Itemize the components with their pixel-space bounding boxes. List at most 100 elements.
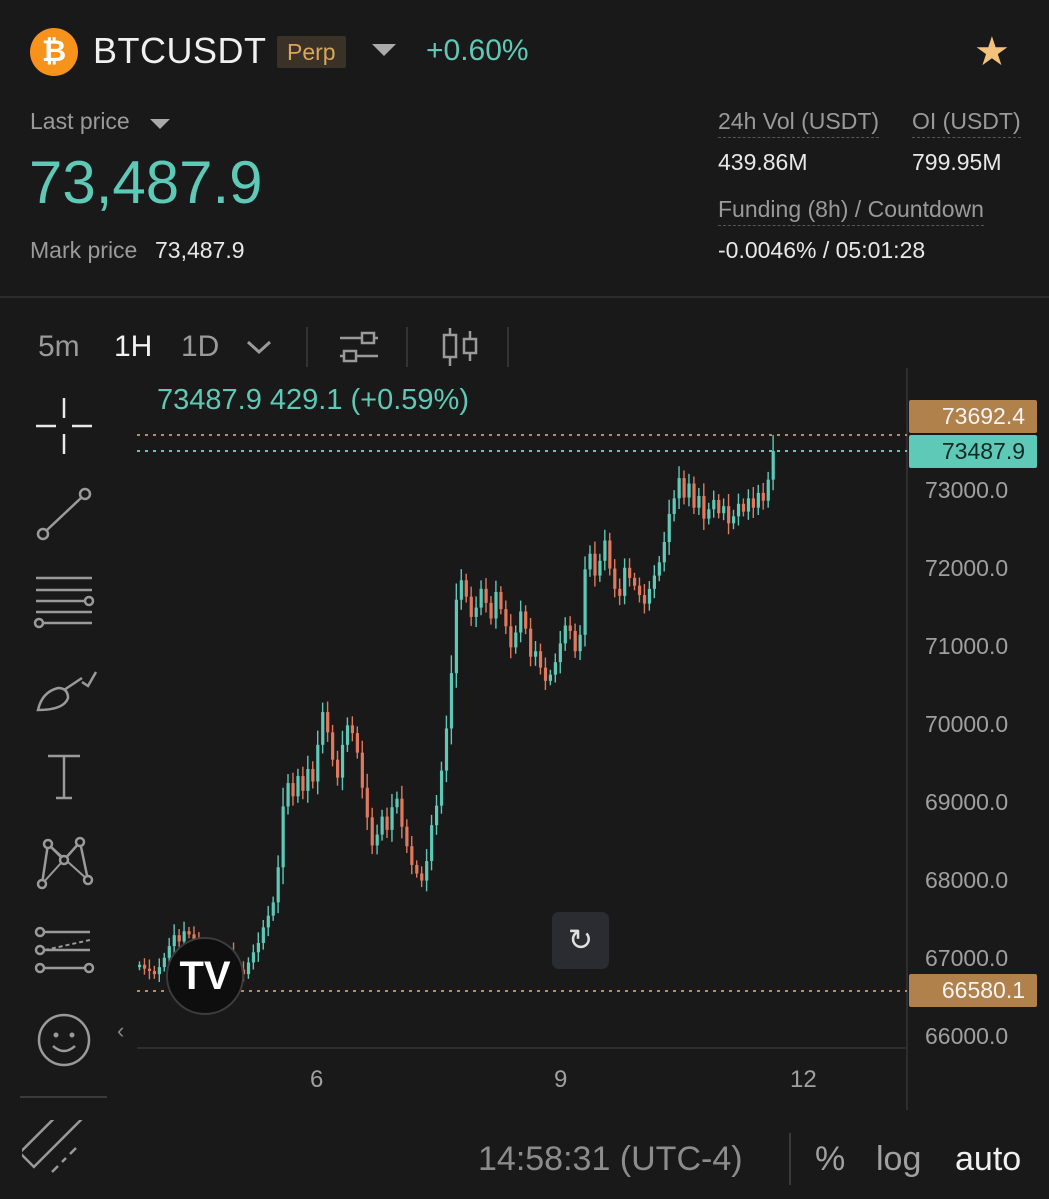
timeframe-1h[interactable]: 1H [114,330,153,363]
tools-divider [20,1096,107,1098]
y-tick: 67000.0 [925,945,1009,971]
candle-body [375,834,379,846]
candle-body [499,591,503,610]
candle-body [286,783,290,807]
candle-body [271,902,275,916]
indicators-icon[interactable] [336,330,382,364]
high-price-tag: 73692.4 [909,400,1037,433]
trend-line-icon[interactable] [28,482,100,546]
x-tick: 9 [554,1066,568,1093]
candle-body [652,575,656,589]
candle-body [256,942,260,953]
candle-body [623,567,627,596]
candle-body [771,450,775,480]
symbol-name[interactable]: BTCUSDT [93,30,267,71]
candle-body [410,846,414,865]
chevron-down-icon[interactable] [150,119,170,129]
y-tick: 73000.0 [925,477,1009,503]
last-price-label[interactable]: Last price [30,108,130,134]
candle-body [766,479,770,501]
candle-body [177,935,181,942]
mark-price-value: 73,487.9 [155,237,245,263]
timeframe-1d[interactable]: 1D [181,330,220,363]
candle-body [613,568,617,589]
candle-body [182,931,186,942]
candle-body [167,946,171,958]
collapse-tools-icon[interactable]: ‹ [117,1018,125,1043]
candle-body [296,776,300,797]
candle-body [717,499,721,514]
candle-body [459,580,463,600]
candle-body [395,798,399,808]
funding-label: Funding (8h) / Countdown [718,196,984,226]
candle-body [603,540,607,561]
candle-body [162,957,166,968]
emoji-icon[interactable] [28,1008,100,1072]
candles-group [138,434,775,982]
x-tick: 6 [310,1066,324,1093]
percent-scale-toggle[interactable]: % [815,1140,846,1178]
brush-icon[interactable] [28,658,100,722]
candle-body [732,516,736,524]
clock-timezone[interactable]: 14:58:31 (UTC-4) [478,1140,743,1178]
candle-body [291,783,295,797]
toolbar-separator [507,327,509,367]
candle-body [187,931,191,935]
y-tick: 68000.0 [925,867,1009,893]
candle-body [509,626,513,648]
pattern-icon[interactable] [28,832,100,896]
candle-body [266,915,270,928]
oi-value: 799.95M [912,149,1002,175]
candle-body [276,867,280,903]
y-tick: 69000.0 [925,789,1009,815]
toolbar-separator [306,327,308,367]
candle-body [464,580,468,597]
crosshair-icon[interactable] [28,394,100,458]
candle-body [484,588,488,603]
tradingview-logo: TV [166,937,244,1015]
candle-body [647,588,652,604]
ruler-icon[interactable] [22,1120,108,1195]
candle-body [444,728,449,771]
chevron-down-icon[interactable] [372,44,396,56]
candle-body [340,744,345,778]
low-price-tag: 66580.1 [909,974,1037,1007]
auto-scale-toggle[interactable]: auto [955,1140,1022,1178]
candle-body [514,632,518,648]
text-icon[interactable] [28,744,100,808]
divider [0,296,1049,298]
candle-body [608,540,612,569]
timeframe-5m[interactable]: 5m [38,330,80,363]
candle-body [637,585,642,596]
candle-body [454,599,458,674]
candle-body [430,825,434,862]
candle-body [702,496,706,519]
candle-body [736,503,741,517]
candles-icon[interactable] [440,325,480,369]
candle-body [657,562,661,576]
candle-body [370,817,374,846]
candle-body [380,816,384,835]
candle-body [390,807,394,830]
candle-body [524,611,528,629]
candle-body [489,602,493,619]
price-chart[interactable] [0,368,1049,1128]
candle-body [633,577,637,586]
star-icon[interactable]: ★ [974,30,1010,74]
candle-body [439,770,444,806]
candle-body [494,591,498,619]
candle-body [741,503,746,512]
y-tick: 66000.0 [925,1023,1009,1049]
fib-levels-icon[interactable] [28,570,100,634]
chevron-down-icon[interactable] [244,336,274,358]
candle-body [727,506,731,524]
log-scale-toggle[interactable]: log [876,1140,922,1178]
forecast-icon[interactable] [28,920,100,984]
candle-body [504,609,508,627]
candle-body [345,725,350,745]
candle-body [707,509,711,519]
reset-chart-button[interactable]: ↻ [552,912,609,969]
candle-body [316,744,320,782]
vol-label: 24h Vol (USDT) [718,108,880,138]
funding-value: -0.0046% / 05:01:28 [718,237,926,263]
